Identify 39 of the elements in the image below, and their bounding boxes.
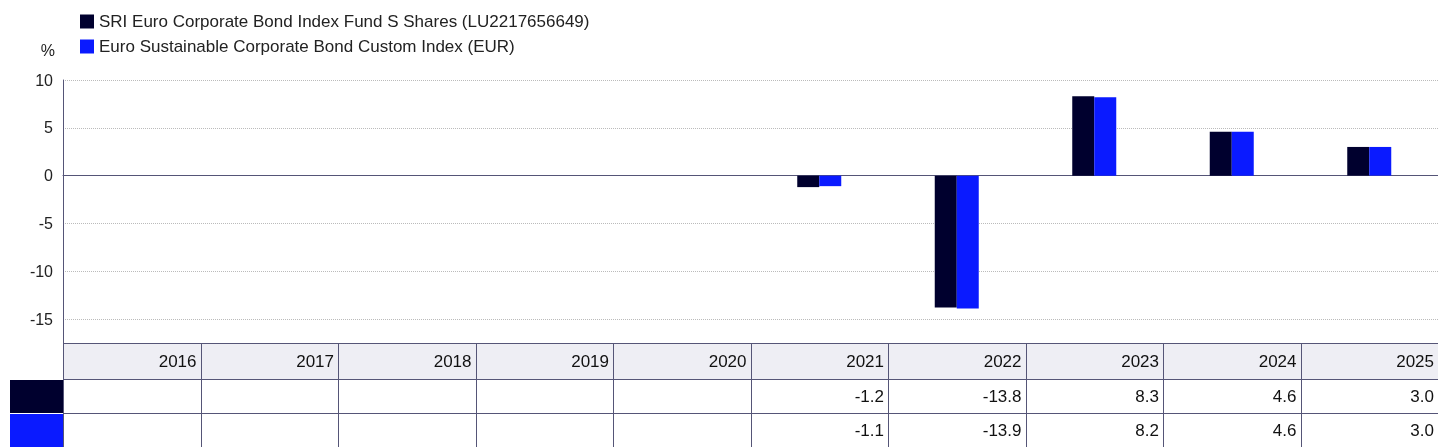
x-tick-label: 2019 xyxy=(475,343,613,379)
data-label: 4.6 xyxy=(1163,413,1301,447)
x-tick-label: 2018 xyxy=(338,343,476,379)
x-tick-label: 2022 xyxy=(888,343,1026,379)
y-axis-title: % xyxy=(40,41,55,59)
bar xyxy=(956,175,979,309)
data-label: 8.3 xyxy=(1025,379,1163,413)
y-tick-label: 5 xyxy=(44,119,54,137)
bar xyxy=(1209,131,1232,176)
data-label: 3.0 xyxy=(1300,413,1438,447)
x-tick-label: 2016 xyxy=(63,343,201,379)
x-tick-label: 2025 xyxy=(1300,343,1438,379)
y-tick-label: -15 xyxy=(29,310,54,328)
legend-label: SRI Euro Corporate Bond Index Fund S Shares (LU2217656649) xyxy=(99,12,590,31)
data-label: 3.0 xyxy=(1300,379,1438,413)
bar xyxy=(819,175,842,187)
data-label: -13.8 xyxy=(888,379,1026,413)
bar xyxy=(1072,96,1095,176)
x-tick-label: 2020 xyxy=(613,343,751,379)
bar xyxy=(797,175,820,188)
data-label: 8.2 xyxy=(1025,413,1163,447)
legend-label: Euro Sustainable Corporate Bond Custom Index (EUR) xyxy=(99,37,515,56)
data-label: 4.6 xyxy=(1163,379,1301,413)
x-tick-label: 2017 xyxy=(200,343,338,379)
bar xyxy=(934,175,957,308)
y-tick-label: 10 xyxy=(35,71,54,89)
bar xyxy=(1094,97,1117,176)
data-label: -1.2 xyxy=(750,379,888,413)
bar xyxy=(1369,146,1392,176)
x-tick-label: 2021 xyxy=(750,343,888,379)
data-label: -13.9 xyxy=(888,413,1026,447)
y-tick-label: -5 xyxy=(38,214,54,232)
bar xyxy=(1347,146,1370,176)
data-label: -1.1 xyxy=(750,413,888,447)
y-tick-label: -10 xyxy=(29,262,54,280)
x-tick-label: 2023 xyxy=(1025,343,1163,379)
y-tick-label: 0 xyxy=(44,167,54,185)
x-tick-label: 2024 xyxy=(1163,343,1301,379)
bar xyxy=(1231,131,1254,176)
